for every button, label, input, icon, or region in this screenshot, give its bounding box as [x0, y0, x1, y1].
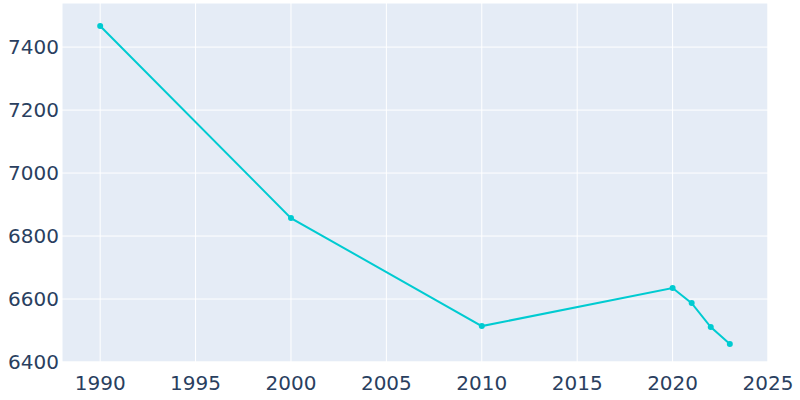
x-grid-line: [195, 3, 196, 362]
chart-svg: 1990 1995 2000 2005 2010 2015 2020 2025 6400 6600…: [0, 0, 800, 400]
y-tick-label: 7400: [8, 35, 59, 59]
data-point: [708, 324, 714, 330]
data-line: [100, 26, 730, 344]
x-grid-line: [672, 3, 673, 362]
x-tick-label: 2015: [552, 371, 603, 395]
y-grid-line: [62, 110, 768, 111]
data-point: [479, 323, 485, 329]
y-grid-line: [62, 47, 768, 48]
x-tick-label: 2025: [743, 371, 794, 395]
data-group: [97, 23, 733, 347]
data-point: [97, 23, 103, 29]
x-tick-label: 2005: [361, 371, 412, 395]
y-grid-line: [62, 236, 768, 237]
y-tick-label: 6400: [8, 350, 59, 374]
x-grid-line: [100, 3, 101, 362]
y-grid-line: [62, 299, 768, 300]
x-grid-line: [386, 3, 387, 362]
x-grid-line: [481, 3, 482, 362]
data-point: [288, 215, 294, 221]
y-tick-label: 6600: [8, 287, 59, 311]
x-tick-label: 2020: [647, 371, 698, 395]
data-point: [670, 285, 676, 291]
plot-frame: [62, 3, 768, 362]
data-point: [689, 300, 695, 306]
x-tick-label: 2000: [266, 371, 317, 395]
y-tick-label: 7200: [8, 98, 59, 122]
x-grid-line: [290, 3, 291, 362]
x-tick-label: 1990: [75, 371, 126, 395]
x-tick-label: 1995: [170, 371, 221, 395]
y-tick-label: 7000: [8, 161, 59, 185]
data-point: [727, 341, 733, 347]
y-grid-line: [62, 173, 768, 174]
plot-background: [62, 3, 768, 362]
chart-container: 1990 1995 2000 2005 2010 2015 2020 2025 6400 6600…: [0, 0, 800, 400]
x-grid-line: [577, 3, 578, 362]
y-tick-label: 6800: [8, 224, 59, 248]
x-tick-label: 2010: [456, 371, 507, 395]
